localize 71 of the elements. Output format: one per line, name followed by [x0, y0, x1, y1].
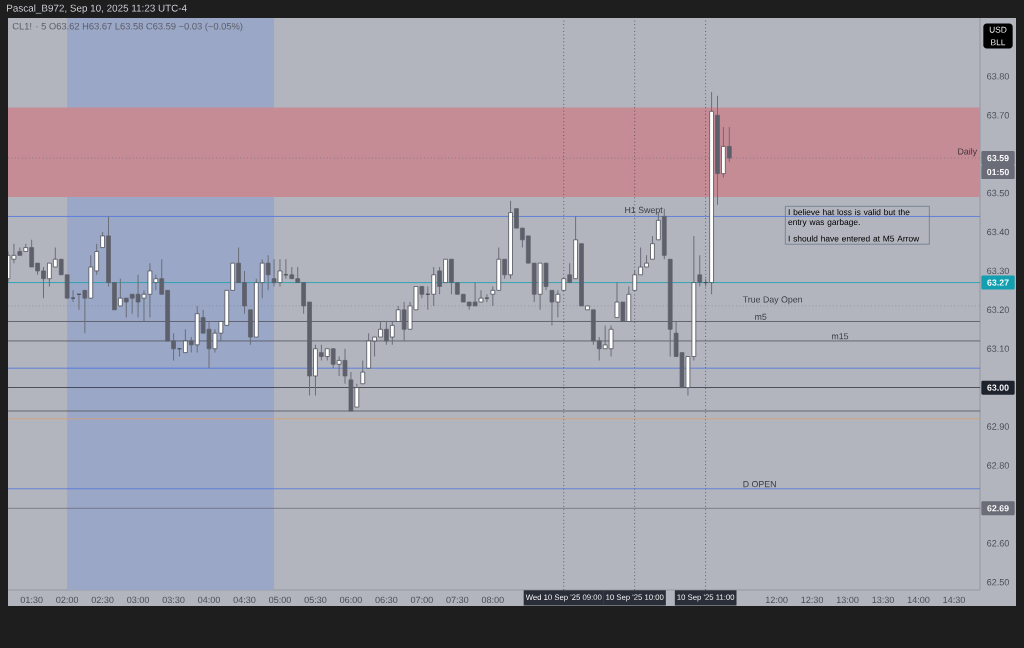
candlestick — [118, 278, 123, 307]
candlestick — [549, 289, 555, 326]
candlestick — [384, 321, 389, 346]
candlestick — [183, 328, 188, 354]
y-tick-label: 63.20 — [987, 306, 1009, 314]
candlestick — [543, 262, 549, 291]
candlestick — [82, 289, 88, 334]
candlestick — [342, 348, 348, 385]
x-tick-label: 03:00 — [127, 596, 150, 604]
candlestick — [389, 321, 395, 346]
candlestick — [567, 262, 573, 284]
y-tick-label: 63.50 — [987, 189, 1009, 197]
chart-title: Pascal_B972, Sep 10, 2025 11:23 UTC-4 — [7, 4, 187, 14]
y-tick-label: 62.80 — [987, 462, 1009, 469]
x-tick-label: 13:00 — [836, 596, 859, 604]
candlestick — [330, 348, 336, 369]
x-tick-label: 13:30 — [872, 596, 895, 604]
y-tick-label: 62.50 — [987, 578, 1009, 586]
candlestick — [502, 258, 507, 280]
x-tick-label: 06:30 — [375, 596, 398, 604]
annotation: 01:50 — [987, 168, 1009, 176]
annotation: I believe hat loss is valid but the entry was garbage. — [788, 208, 910, 227]
y-tick-label: 63.70 — [987, 112, 1009, 119]
annotation: m5 — [755, 313, 767, 320]
x-tick-label: 05:00 — [268, 596, 291, 604]
y-tick-label: 62.90 — [987, 423, 1009, 430]
candlestick — [265, 254, 271, 291]
candlestick — [443, 258, 448, 284]
candlestick — [401, 301, 407, 342]
candlestick — [360, 359, 366, 385]
y-tick-label: 63.40 — [987, 228, 1009, 236]
candlestick — [697, 254, 703, 287]
y-tick-label: 63.30 — [987, 267, 1009, 275]
x-tick-label: 14:30 — [943, 596, 965, 604]
candlestick — [354, 383, 360, 408]
chart-subtitle: CL1! · 5 O63.62 H63.67 L63.58 C63.59 −0.03 (−0.05%) — [12, 22, 243, 32]
annotation: m15 — [832, 333, 849, 340]
x-tick-label: 04:30 — [233, 596, 256, 604]
x-tick-label: 01:30 — [20, 596, 43, 604]
candlestick — [555, 289, 561, 319]
x-tick-label: 05:30 — [304, 596, 327, 604]
annotation: H1 Swept — [625, 206, 663, 215]
x-tick-label: 12:30 — [801, 596, 824, 604]
ref-line-label: 63.59 — [987, 154, 1009, 162]
candlestick — [336, 356, 342, 377]
x-tick-label: 07:30 — [446, 596, 469, 604]
candlestick — [614, 282, 620, 319]
ref-line-label: 63.00 — [987, 384, 1009, 391]
x-tick-label: 14:00 — [907, 596, 930, 604]
y-tick-label: 62.60 — [987, 540, 1009, 547]
x-tick-label: 02:30 — [91, 596, 114, 604]
y-tick-label: 63.10 — [987, 345, 1009, 352]
annotation: True Day Open — [742, 296, 802, 305]
candlestick — [650, 235, 655, 260]
x-tick-label: 06:00 — [339, 596, 362, 604]
band-label: Daily — [958, 148, 978, 157]
x-tick-label: 07:00 — [410, 596, 433, 604]
ref-line-label: 63.27 — [987, 279, 1009, 286]
x-tick-label: 08:00 — [481, 596, 504, 604]
annotation: I should have entered at M5 Arrow — [788, 235, 920, 242]
x-tick-label: 12:00 — [765, 596, 788, 604]
ref-line-label: 62.69 — [987, 505, 1009, 512]
candlestick — [437, 266, 442, 295]
candlestick — [620, 301, 626, 322]
x-tick-label: 02:00 — [56, 596, 79, 604]
candlestick — [271, 258, 277, 287]
x-tick-label: 04:00 — [198, 596, 221, 604]
y-tick-label: 63.80 — [987, 73, 1009, 80]
x-tick-label: 03:30 — [162, 596, 185, 604]
annotation: D OPEN — [743, 480, 776, 488]
y-axis-title: USD BLL — [989, 26, 1007, 46]
